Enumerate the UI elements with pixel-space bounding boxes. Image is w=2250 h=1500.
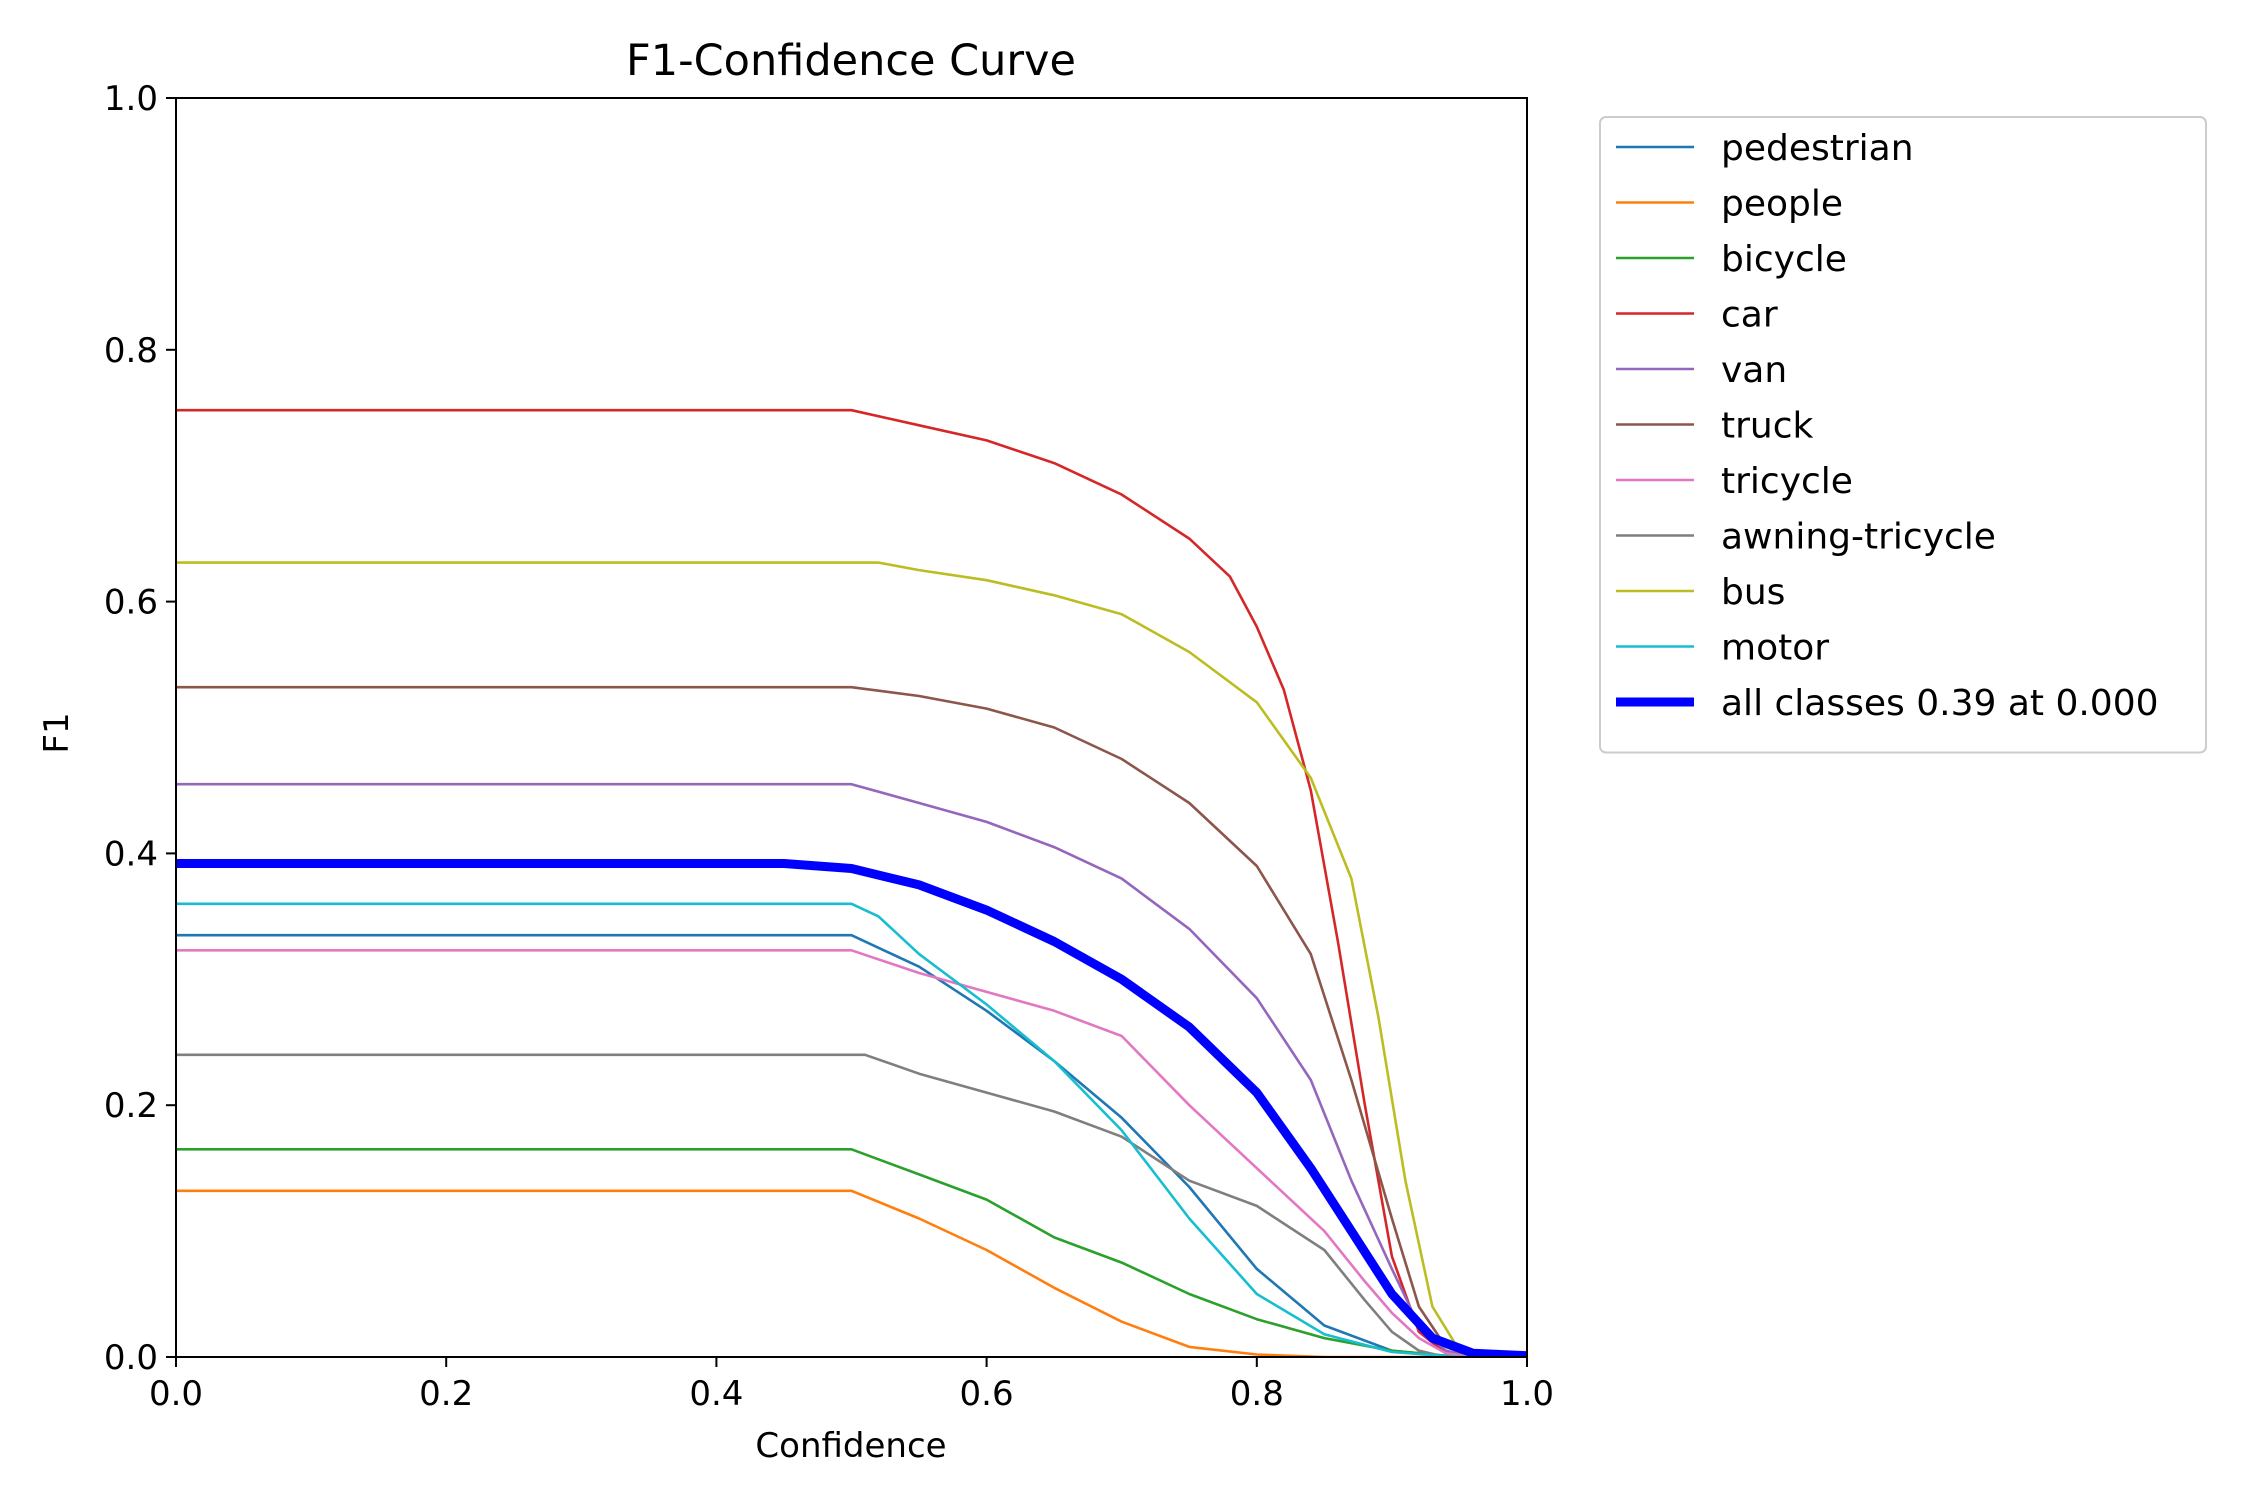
y-tick-label: 0.0 xyxy=(104,1338,158,1378)
x-tick-label: 1.0 xyxy=(1500,1374,1554,1414)
y-tick-label: 0.6 xyxy=(104,583,158,623)
legend-label: people xyxy=(1721,184,1843,225)
plot-area xyxy=(176,408,1527,1357)
y-tick-label: 1.0 xyxy=(104,79,158,119)
legend-box xyxy=(1599,116,2207,754)
legend-label: bus xyxy=(1721,572,1785,613)
legend-label: awning-tricycle xyxy=(1721,517,1996,558)
x-tick-label: 0.6 xyxy=(960,1374,1014,1414)
y-tick-label: 0.4 xyxy=(104,834,158,874)
x-axis-label: Confidence xyxy=(755,1426,946,1466)
series-line-awning-tricycle xyxy=(176,1053,1527,1357)
x-tick-label: 0.8 xyxy=(1230,1374,1284,1414)
plot-frame xyxy=(175,97,1528,1358)
series-line-bus xyxy=(176,561,1527,1357)
x-tick-label: 0.0 xyxy=(149,1374,203,1414)
legend-label: truck xyxy=(1721,406,1814,447)
axes: 0.0 0.2 0.4 0.6 0.8 1.0 0.0 0.2 0.4 0.6 0.8 1.0 xyxy=(104,79,1554,1414)
x-tick-label: 0.2 xyxy=(419,1374,473,1414)
y-tick-label: 0.2 xyxy=(104,1086,158,1126)
x-tick-label: 0.4 xyxy=(689,1374,743,1414)
series-line-truck xyxy=(176,685,1527,1357)
series-line-people xyxy=(176,1189,1527,1357)
legend-label: car xyxy=(1721,295,1778,336)
y-axis-label: F1 xyxy=(37,712,77,753)
legend: pedestrian people bicycle car van truck tricyc… xyxy=(1599,116,2207,754)
legend-label: motor xyxy=(1721,628,1829,669)
legend-label: tricycle xyxy=(1721,461,1853,502)
series-line-tricycle xyxy=(176,949,1527,1357)
y-tick-label: 0.8 xyxy=(104,331,158,371)
series-line-all xyxy=(176,859,1527,1357)
legend-label: pedestrian xyxy=(1721,128,1914,169)
series-line-motor xyxy=(176,902,1527,1357)
legend-label: bicycle xyxy=(1721,239,1847,280)
series-line-car xyxy=(176,408,1527,1357)
legend-label: all classes 0.39 at 0.000 xyxy=(1721,683,2159,724)
chart-title: F1-Confidence Curve xyxy=(626,36,1076,86)
legend-label: van xyxy=(1721,350,1787,391)
